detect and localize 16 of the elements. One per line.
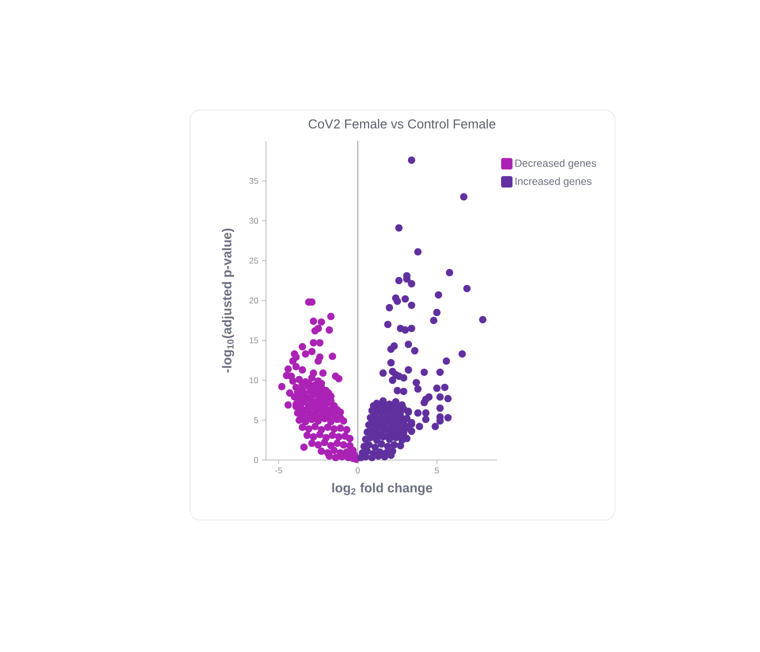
y-tick-label: 10 [250, 377, 258, 384]
y-axis-title: -log$_{10}$(adjusted p-value) [222, 228, 234, 373]
y-tick-label: 5 [254, 417, 258, 424]
x-tick-label: 5 [434, 468, 439, 474]
x-tick-label: -5 [275, 468, 282, 474]
y-tick-label: 15 [250, 337, 258, 344]
chart-title: CoV2 Female vs Control Female [308, 118, 496, 128]
y-tick-label: 25 [249, 258, 258, 264]
x-axis-title: log$_{2}$ fold change [332, 482, 432, 496]
x-tick-label: 0 [356, 468, 360, 474]
y-tick-label: 35 [249, 178, 258, 184]
y-tick-label: 20 [249, 298, 258, 304]
legend-label: Increased genes [515, 177, 592, 188]
y-tick-label: 0 [254, 457, 258, 463]
y-tick-label: 30 [249, 218, 258, 224]
legend-label: Decreased genes [515, 159, 596, 169]
